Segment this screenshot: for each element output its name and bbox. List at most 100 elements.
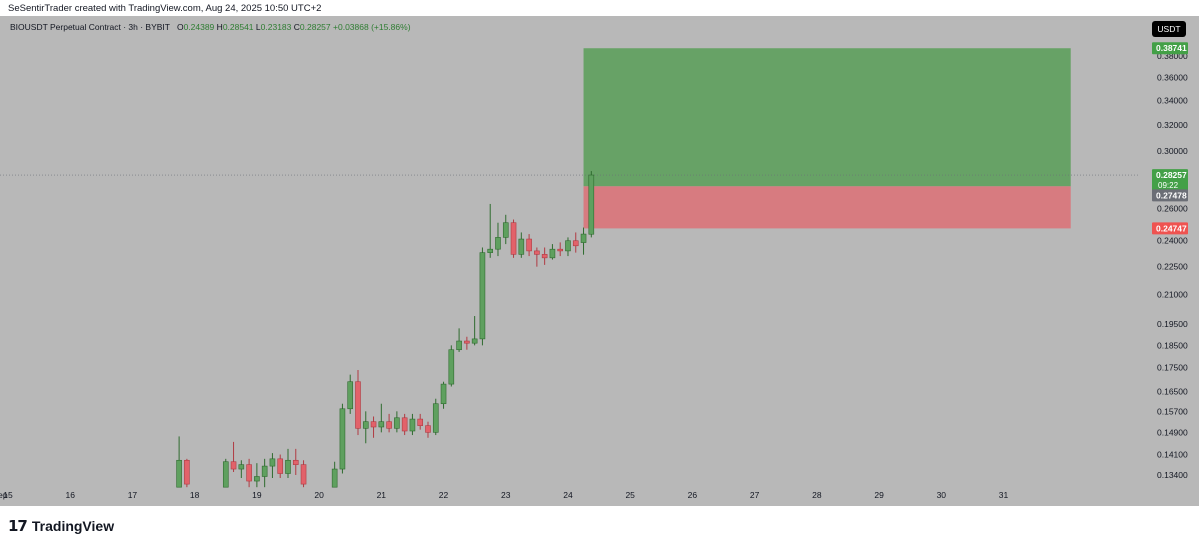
x-tick-label: 24: [563, 490, 573, 500]
x-tick-label: 18: [190, 490, 200, 500]
candle[interactable]: [417, 413, 424, 430]
stop-zone[interactable]: [583, 186, 1071, 229]
y-tick-label: 0.18500: [1157, 340, 1188, 350]
candle[interactable]: [292, 448, 299, 475]
x-tick-label: 17: [128, 490, 138, 500]
candle[interactable]: [355, 369, 361, 436]
candle[interactable]: [386, 413, 392, 433]
candle[interactable]: [518, 232, 525, 258]
candle-body: [238, 464, 245, 470]
current-price-tag-text: 0.28257: [1156, 170, 1187, 180]
candle[interactable]: [277, 454, 284, 479]
candle[interactable]: [378, 403, 385, 433]
candle-body: [331, 468, 338, 488]
candle-body: [347, 381, 354, 410]
candle-body: [292, 459, 299, 465]
candle-body: [471, 338, 478, 344]
y-tick-label: 0.19500: [1157, 319, 1188, 329]
candle[interactable]: [269, 453, 276, 479]
candle[interactable]: [464, 336, 470, 350]
candle-body: [300, 464, 307, 485]
candle[interactable]: [565, 237, 571, 257]
candle-body: [549, 248, 556, 259]
currency-button[interactable]: USDT: [1152, 21, 1186, 37]
candle[interactable]: [285, 448, 291, 479]
candle[interactable]: [557, 242, 564, 257]
x-tick-label: 23: [501, 490, 511, 500]
x-tick-label: 29: [874, 490, 884, 500]
y-tick-label: 0.15700: [1157, 406, 1188, 416]
candle[interactable]: [432, 398, 439, 436]
candle[interactable]: [238, 460, 245, 479]
tradingview-brand: TradingView: [31, 518, 115, 534]
candle[interactable]: [261, 458, 268, 488]
candle[interactable]: [394, 411, 400, 433]
candle[interactable]: [510, 219, 517, 258]
candle[interactable]: [347, 374, 354, 414]
entry-price-tag-text: 0.27478: [1156, 190, 1187, 200]
x-tick-label: 22: [439, 490, 449, 500]
candle[interactable]: [580, 227, 587, 255]
candle[interactable]: [370, 416, 377, 438]
candle[interactable]: [230, 441, 237, 473]
x-tick-label: Sep: [0, 490, 8, 500]
candle[interactable]: [300, 460, 307, 488]
candle[interactable]: [526, 234, 532, 257]
candle-body: [487, 248, 494, 253]
candle-body: [355, 381, 361, 429]
x-tick-label: 19: [252, 490, 262, 500]
candle-body: [518, 238, 525, 255]
candle-body: [254, 476, 260, 482]
y-tick-label: 0.32000: [1157, 120, 1188, 130]
candle[interactable]: [534, 247, 540, 267]
candle[interactable]: [401, 413, 408, 436]
candle[interactable]: [409, 413, 416, 436]
candle[interactable]: [254, 463, 260, 488]
candle[interactable]: [502, 214, 509, 245]
symbol-legend: BIOUSDT Perpetual Contract · 3h · BYBIT …: [10, 22, 411, 32]
candle[interactable]: [572, 232, 579, 253]
candle[interactable]: [456, 328, 462, 352]
candle[interactable]: [471, 316, 478, 346]
candle[interactable]: [495, 222, 501, 257]
candle[interactable]: [440, 381, 447, 409]
x-tick-label: 31: [999, 490, 1009, 500]
candle[interactable]: [425, 421, 431, 438]
high-label: H: [216, 22, 223, 32]
low-label: L: [255, 22, 261, 32]
candle-body: [370, 421, 377, 428]
candle[interactable]: [362, 411, 369, 444]
symbol-name: BIOUSDT Perpetual Contract · 3h · BYBIT: [10, 22, 170, 32]
candle[interactable]: [331, 461, 338, 488]
candle[interactable]: [246, 458, 252, 488]
candle-body: [261, 465, 268, 477]
target-price-tag-bg: [1152, 42, 1188, 55]
candle[interactable]: [588, 171, 595, 238]
target-zone[interactable]: [583, 48, 1071, 187]
candle-body: [572, 240, 579, 247]
x-tick-label: 26: [688, 490, 698, 500]
y-tick-label: 0.30000: [1157, 146, 1188, 156]
y-tick-label: 0.22500: [1157, 262, 1188, 272]
candle-body: [417, 418, 424, 426]
candle-body: [176, 459, 182, 488]
candle-body: [534, 250, 540, 255]
candle[interactable]: [487, 203, 494, 258]
low-value: 0.23183: [260, 22, 292, 32]
candle[interactable]: [541, 247, 548, 265]
entry-price-tag-bg: [1152, 189, 1188, 202]
candle[interactable]: [448, 345, 455, 387]
x-tick-label: 20: [314, 490, 324, 500]
stop-price-tag: 0.24747: [1152, 222, 1188, 235]
candle[interactable]: [176, 436, 182, 488]
candle[interactable]: [549, 244, 556, 260]
candle[interactable]: [339, 403, 346, 474]
candle-body: [495, 237, 501, 250]
chart-credit: SeSentirTrader created with TradingView.…: [8, 3, 322, 14]
candle[interactable]: [222, 458, 229, 488]
candle[interactable]: [184, 458, 190, 488]
candle[interactable]: [479, 247, 486, 346]
y-tick-label: 0.34000: [1157, 96, 1188, 106]
